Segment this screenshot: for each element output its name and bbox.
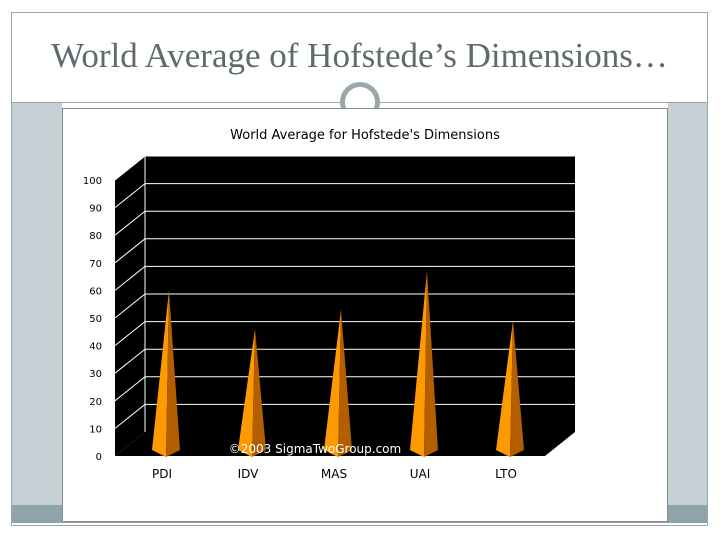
bars: [152, 270, 524, 457]
y-tick-label: 80: [89, 231, 102, 242]
chart-watermark: ©2003 SigmaTwoGroup.com: [229, 442, 401, 456]
chart-svg: World Average for Hofstede's Dimensions …: [83, 128, 575, 481]
side-panel-right: [668, 103, 707, 523]
chart-image: World Average for Hofstede's Dimensions …: [62, 108, 668, 522]
bar-front-face: [410, 270, 427, 457]
y-tick-label: 30: [89, 369, 102, 380]
bar-side-face: [338, 309, 352, 457]
x-tick-label: MAS: [321, 467, 347, 481]
bar-front-face: [152, 290, 169, 457]
bar-front-face: [496, 320, 513, 457]
y-tick-label: 10: [89, 424, 102, 435]
x-axis: PDI IDV MAS UAI LTO: [152, 467, 517, 481]
x-tick-label: IDV: [238, 467, 260, 481]
side-panel-left: [12, 103, 62, 523]
bar-front-face: [324, 309, 341, 457]
slide-title: World Average of Hofstede’s Dimensions…: [51, 36, 668, 75]
y-tick-label: 20: [89, 397, 102, 408]
y-tick-label: 40: [89, 342, 102, 353]
grid-lines: [114, 155, 575, 432]
y-axis: 0 10 20 30 40 50 60 70 80 90 100: [83, 176, 102, 463]
y-tick-label: 100: [83, 176, 102, 187]
x-tick-label: PDI: [152, 467, 172, 481]
chart-title: World Average for Hofstede's Dimensions: [230, 128, 500, 143]
bar-side-face: [166, 290, 180, 457]
y-tick-label: 70: [89, 259, 102, 270]
x-tick-label: LTO: [495, 467, 517, 481]
y-tick-label: 60: [89, 286, 102, 297]
bar-side-face: [252, 328, 266, 457]
y-tick-label: 0: [96, 452, 102, 463]
bar-front-face: [238, 328, 255, 457]
y-tick-label: 50: [89, 314, 102, 325]
x-tick-label: UAI: [410, 467, 431, 481]
y-tick-label: 90: [89, 204, 102, 215]
bar-side-face: [510, 320, 524, 457]
bar-side-face: [424, 270, 438, 457]
